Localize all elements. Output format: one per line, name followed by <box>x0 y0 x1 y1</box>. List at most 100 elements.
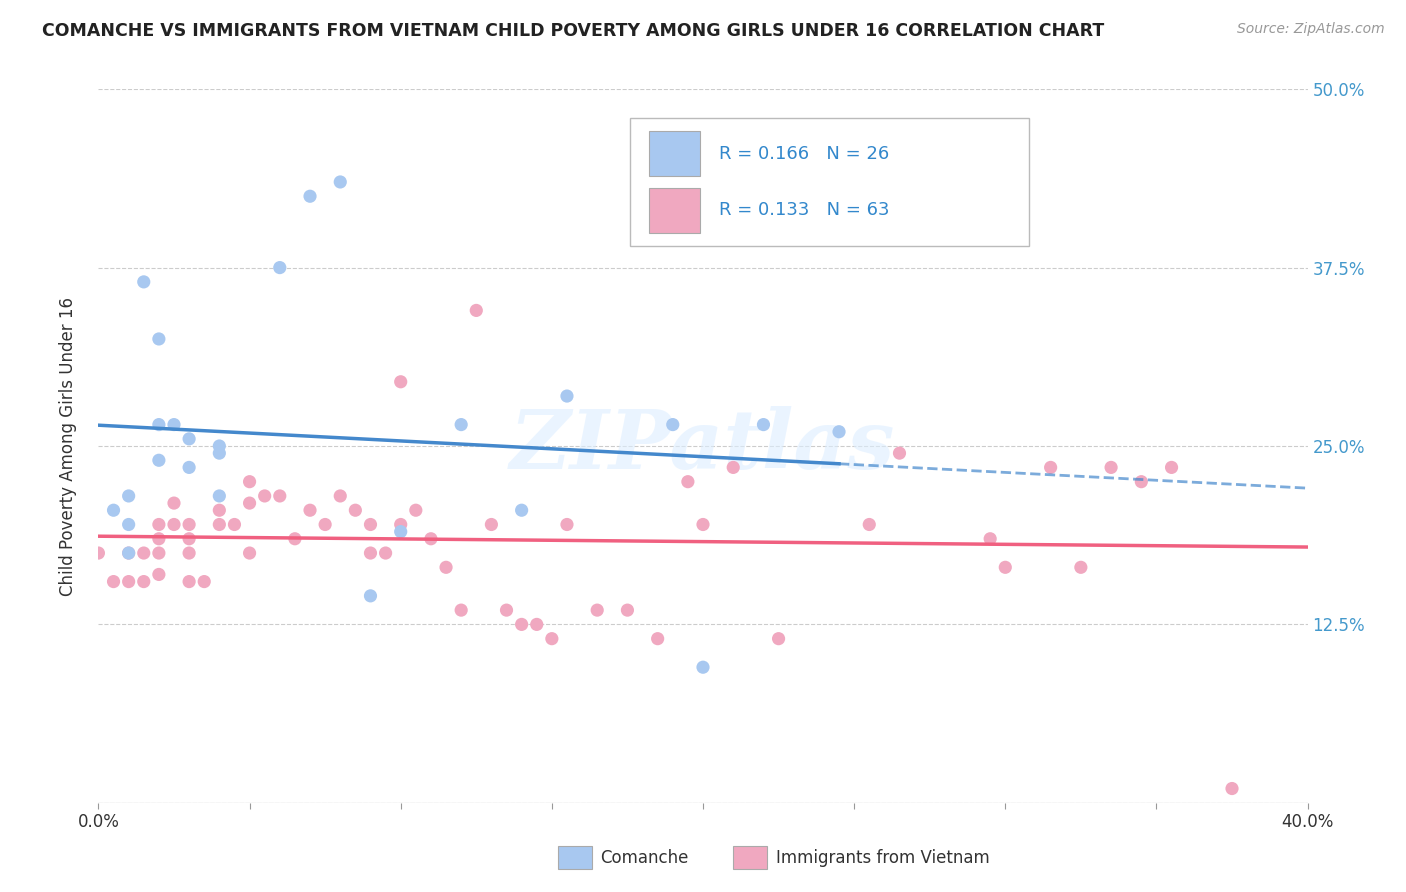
Point <box>434 560 457 574</box>
Point <box>179 574 201 589</box>
Point <box>692 660 714 674</box>
Point <box>208 517 231 532</box>
Point <box>1160 460 1182 475</box>
Point <box>179 546 201 560</box>
Text: COMANCHE VS IMMIGRANTS FROM VIETNAM CHILD POVERTY AMONG GIRLS UNDER 16 CORRELATI: COMANCHE VS IMMIGRANTS FROM VIETNAM CHIL… <box>42 22 1105 40</box>
Point <box>405 503 427 517</box>
Point <box>299 503 322 517</box>
Point <box>994 560 1017 574</box>
Point <box>420 532 443 546</box>
Point <box>148 453 170 467</box>
Point <box>828 425 851 439</box>
Point <box>239 475 262 489</box>
Point <box>148 532 170 546</box>
Point <box>1039 460 1062 475</box>
Point <box>389 375 412 389</box>
Point <box>148 517 170 532</box>
Point <box>661 417 683 432</box>
Point <box>103 503 125 517</box>
Point <box>555 517 578 532</box>
Point <box>889 446 911 460</box>
Point <box>208 489 231 503</box>
Point <box>329 489 352 503</box>
Point <box>314 517 336 532</box>
Text: Source: ZipAtlas.com: Source: ZipAtlas.com <box>1237 22 1385 37</box>
Point <box>555 389 578 403</box>
Point <box>389 517 412 532</box>
Point <box>540 632 562 646</box>
Text: Comanche: Comanche <box>600 849 689 867</box>
Point <box>526 617 548 632</box>
Text: R = 0.166   N = 26: R = 0.166 N = 26 <box>718 145 889 162</box>
Point <box>360 546 382 560</box>
Point <box>239 496 262 510</box>
Point <box>344 503 367 517</box>
Point <box>299 189 322 203</box>
Point <box>979 532 1001 546</box>
Point <box>269 260 291 275</box>
Point <box>132 275 155 289</box>
Point <box>450 603 472 617</box>
Point <box>389 524 412 539</box>
Point <box>163 417 186 432</box>
Point <box>450 417 472 432</box>
Point <box>1099 460 1122 475</box>
Point <box>284 532 307 546</box>
Point <box>208 446 231 460</box>
Point <box>118 546 141 560</box>
Point <box>481 517 503 532</box>
Point <box>87 546 110 560</box>
Point <box>179 517 201 532</box>
Point <box>374 546 396 560</box>
Point <box>148 567 170 582</box>
Point <box>465 303 488 318</box>
Point <box>360 589 382 603</box>
Point <box>148 417 170 432</box>
Point <box>118 517 141 532</box>
Point <box>163 496 186 510</box>
Point <box>103 574 125 589</box>
Point <box>858 517 880 532</box>
Point <box>239 546 262 560</box>
FancyBboxPatch shape <box>734 847 768 869</box>
Point <box>148 546 170 560</box>
Point <box>132 574 155 589</box>
Text: ZIPatlas: ZIPatlas <box>510 406 896 486</box>
Point <box>495 603 517 617</box>
FancyBboxPatch shape <box>648 131 700 177</box>
Point <box>647 632 669 646</box>
Point <box>269 489 291 503</box>
FancyBboxPatch shape <box>630 118 1029 246</box>
Point <box>768 632 790 646</box>
Y-axis label: Child Poverty Among Girls Under 16: Child Poverty Among Girls Under 16 <box>59 296 77 596</box>
Point <box>193 574 215 589</box>
Point <box>253 489 276 503</box>
Text: Immigrants from Vietnam: Immigrants from Vietnam <box>776 849 990 867</box>
Point <box>208 503 231 517</box>
Point <box>510 503 533 517</box>
Point <box>148 332 170 346</box>
Point <box>179 432 201 446</box>
Point <box>179 532 201 546</box>
Point <box>1220 781 1243 796</box>
Point <box>692 517 714 532</box>
Point <box>118 489 141 503</box>
Point <box>510 617 533 632</box>
Point <box>329 175 352 189</box>
Point <box>752 417 775 432</box>
FancyBboxPatch shape <box>648 187 700 233</box>
Point <box>163 517 186 532</box>
Point <box>1130 475 1153 489</box>
Text: R = 0.133   N = 63: R = 0.133 N = 63 <box>718 202 889 219</box>
Point <box>616 603 638 617</box>
Point <box>118 574 141 589</box>
Point <box>1070 560 1092 574</box>
Point <box>179 460 201 475</box>
Point <box>586 603 609 617</box>
Point <box>723 460 745 475</box>
Point <box>360 517 382 532</box>
Point <box>132 546 155 560</box>
Point <box>224 517 246 532</box>
FancyBboxPatch shape <box>558 847 592 869</box>
Point <box>118 546 141 560</box>
